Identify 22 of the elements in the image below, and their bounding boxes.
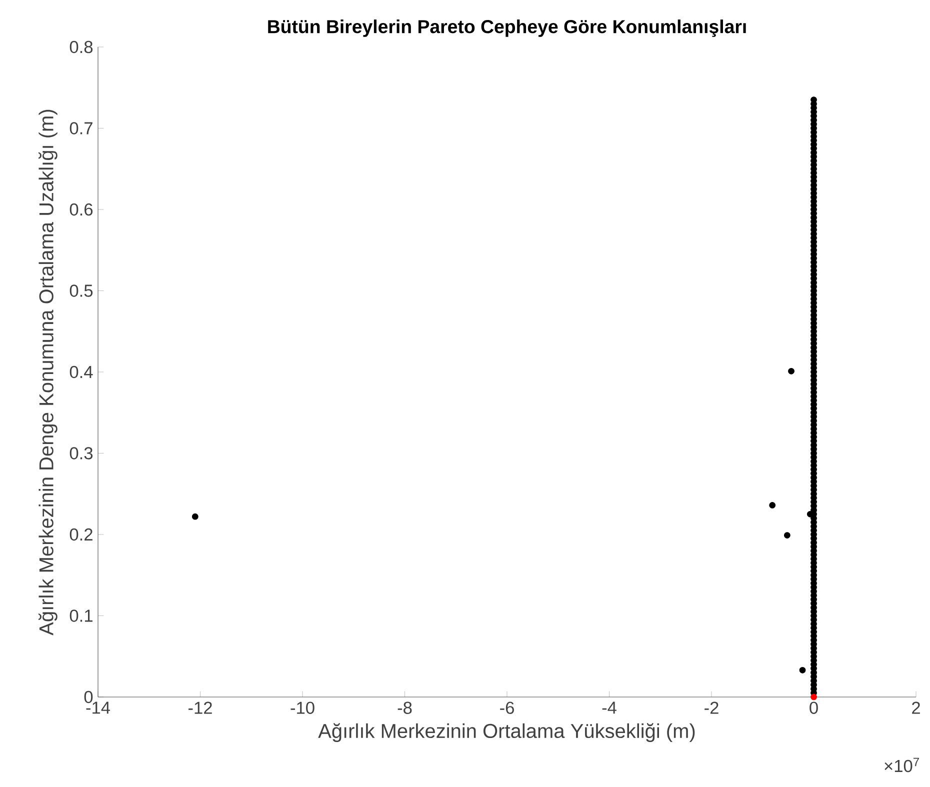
text: ×10$^{7}$ [884, 758, 920, 772]
x-tick-label: 0 [810, 702, 818, 714]
y-tick-label: 0.3 [70, 447, 93, 460]
y-axis-title: Ağırlık Merkezinin Denge Konumuna Ortalama Uzaklığı (m) [38, 110, 58, 636]
x-tick-label: -12 [188, 702, 212, 714]
chart-title: Bütün Bireylerin Pareto Cepheye Göre Konumlanışları [268, 20, 746, 37]
y-tick-label: 0.7 [70, 122, 92, 134]
x-tick-label: -14 [86, 702, 110, 714]
y-tick-label: 0.2 [70, 528, 92, 541]
y-tick-label: 0.8 [70, 40, 93, 54]
y-tick-label: 0.6 [70, 203, 93, 216]
y-tick-label: 0.1 [70, 610, 92, 622]
y-tick-label: 0.5 [70, 284, 93, 297]
x-tick-label: -4 [602, 702, 616, 714]
x-tick-label: -10 [290, 702, 314, 714]
x-tick-label: -6 [500, 702, 514, 714]
x-tick-label: -2 [704, 702, 718, 714]
y-tick-label: 0.4 [70, 366, 93, 378]
x-tick-label: -8 [398, 702, 412, 714]
y-tick-label: 0 [84, 690, 93, 704]
x-axis-title: Ağırlık Merkezinin Ortalama Yüksekliği (m) [318, 723, 695, 742]
x-tick-label: 2 [912, 702, 920, 714]
